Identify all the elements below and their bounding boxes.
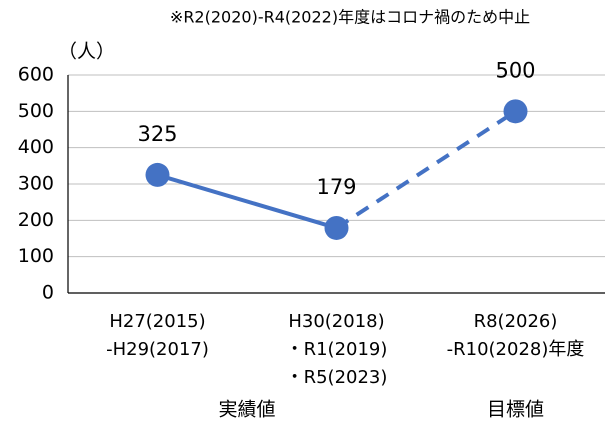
data-label: 179 [316, 175, 356, 199]
marker [324, 215, 349, 240]
marker [145, 162, 170, 187]
annotation: ※R2(2020)-R4(2022)年度はコロナ禍のため中止 [170, 8, 530, 27]
y-tick-label: 500 [18, 100, 54, 122]
group-label: 目標値 [487, 399, 544, 421]
x-tick-label: ・R1(2019) [286, 339, 388, 360]
group-label: 実績値 [218, 399, 275, 421]
y-tick-label: 300 [18, 173, 54, 195]
data-label: 325 [137, 122, 177, 146]
y-tick-label: 400 [18, 136, 54, 158]
x-tick-label: H27(2015) [109, 311, 205, 332]
y-axis-label: （人） [58, 41, 115, 63]
dashed-line [335, 109, 517, 230]
x-tick-label: ・R5(2023) [286, 367, 388, 388]
x-tick-label: -R10(2028)年度 [447, 339, 585, 360]
y-tick-label: 0 [42, 282, 54, 304]
data-label: 500 [495, 58, 535, 82]
y-tick-label: 100 [18, 245, 54, 267]
y-tick-label: 200 [18, 209, 54, 231]
marker [503, 99, 528, 124]
x-tick-label: R8(2026) [474, 311, 558, 332]
y-tick-label: 600 [18, 64, 54, 86]
line [156, 172, 338, 230]
x-tick-label: H30(2018) [288, 311, 384, 332]
x-tick-label: -H29(2017) [106, 339, 209, 360]
